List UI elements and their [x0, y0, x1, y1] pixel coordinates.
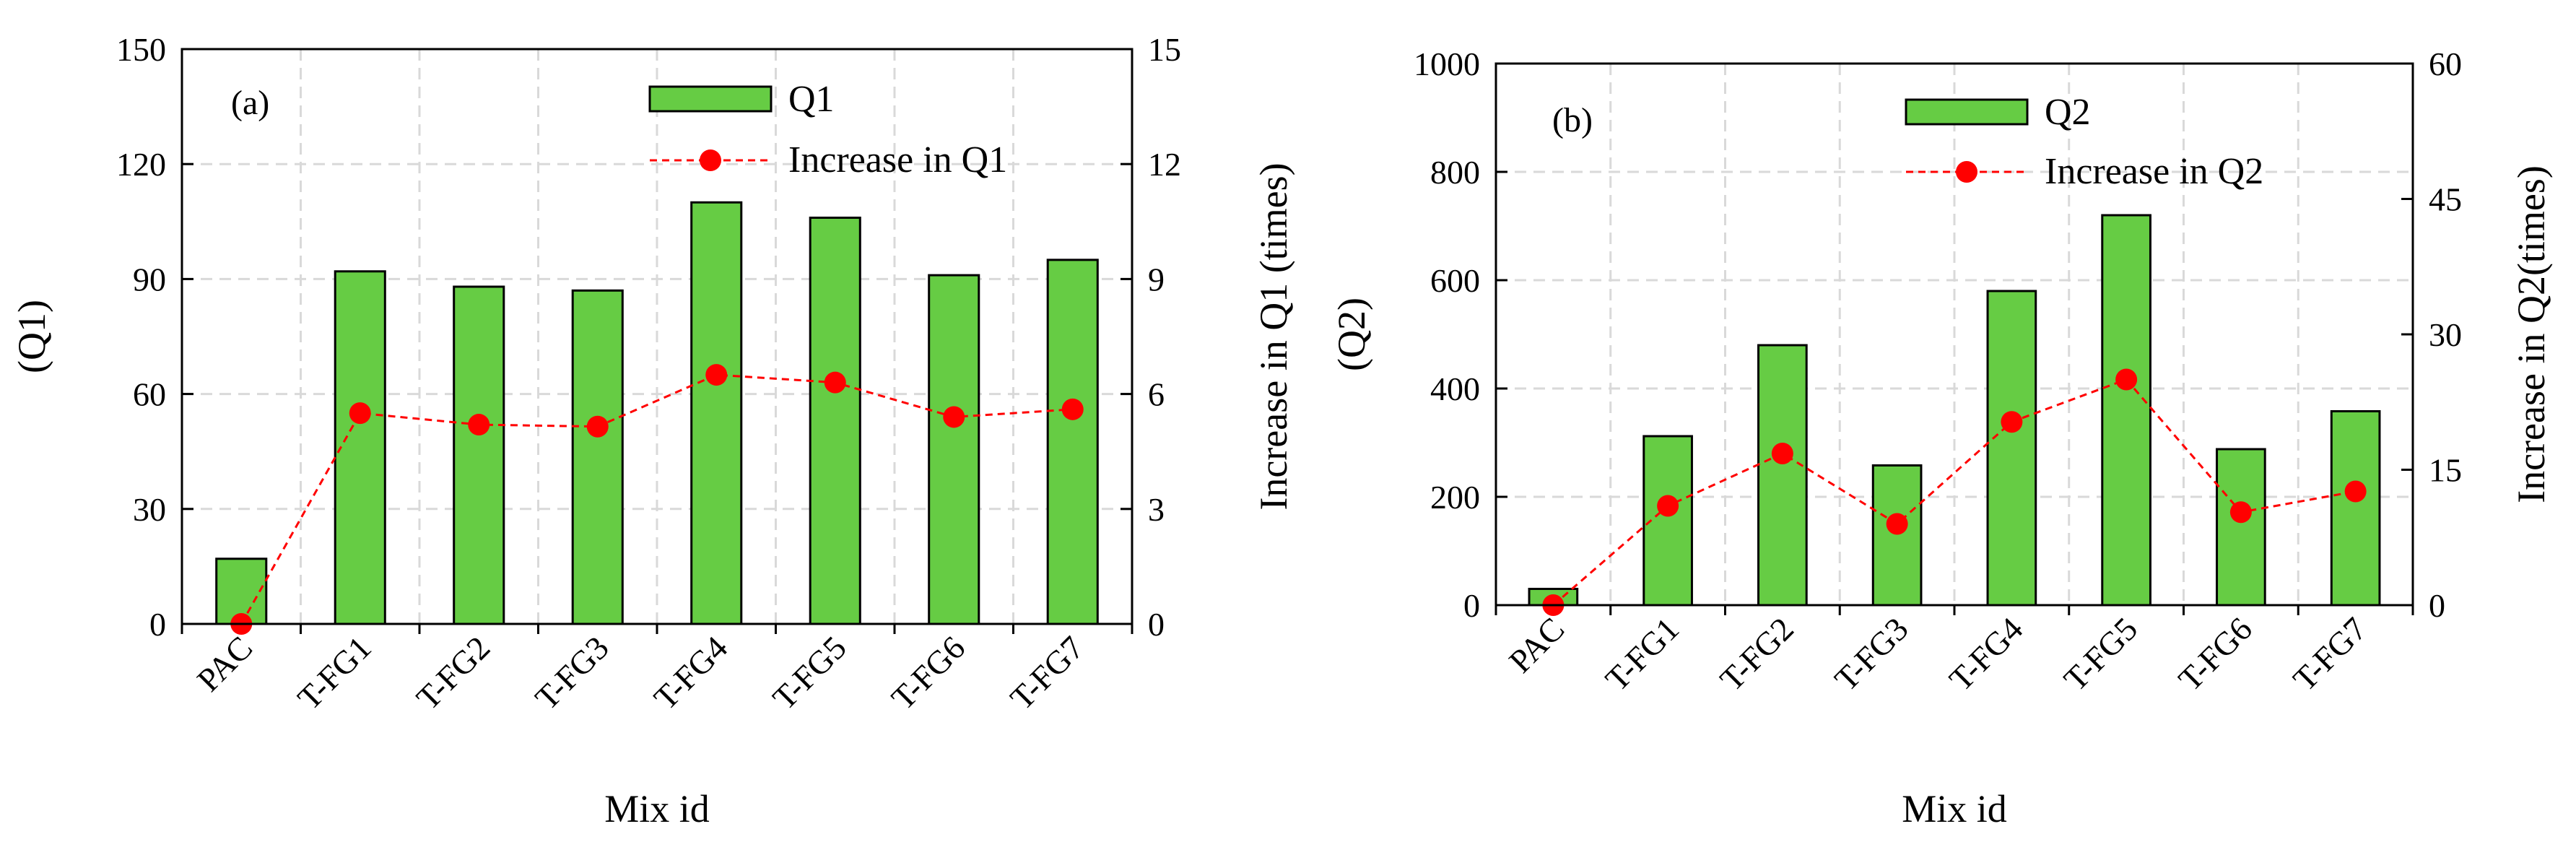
panel-a-right-tick-label: 6: [1148, 376, 1165, 413]
panel-a-legend-bar-swatch: [648, 85, 773, 113]
panel-b-category-label: T-FG7: [2286, 610, 2374, 698]
panel-b-bar-T-FG5: [2101, 214, 2151, 607]
panel-a-bar-T-FG1: [334, 270, 386, 625]
panel-a-increase-point-T-FG1: [349, 402, 371, 425]
panel-b-legend-line-marker: [1956, 161, 1977, 183]
panel-b-right-tick-label: 60: [2429, 45, 2462, 82]
panel-b-left-tick-label: 600: [1430, 262, 1480, 299]
panel-a-bar-T-FG6: [928, 274, 980, 625]
panel-a-category-label: T-FG7: [1003, 629, 1091, 717]
panel-b-left-tick-label: 1000: [1414, 45, 1480, 82]
panel-b-bar-T-FG6: [2216, 448, 2266, 607]
panel-b-category-label: T-FG1: [1598, 610, 1687, 698]
panel-b-right-tick-label: 15: [2429, 452, 2462, 489]
panel-b-left-tick-label: 400: [1430, 370, 1480, 407]
panel-b-left-tick-label: 800: [1430, 154, 1480, 191]
panel-a-x-axis-title: Mix id: [604, 787, 710, 830]
panel-b-increase-point-T-FG4: [2001, 411, 2023, 433]
panel-a-category-label: T-FG4: [647, 629, 735, 717]
panel-a-increase-point-T-FG5: [824, 371, 846, 394]
panel-b-legend-bar-label: Q2: [2045, 92, 2091, 133]
panel-a-y2-axis-title: Increase in Q1 (times): [1252, 162, 1295, 510]
panel-b-legend-bar-swatch: [1905, 98, 2029, 126]
panel-a-legend-line-marker: [700, 149, 721, 171]
panel-a-left-tick-label: 90: [133, 261, 166, 298]
panel-a-left-tick-label: 120: [116, 146, 166, 183]
panel-a-increase-point-T-FG3: [586, 415, 609, 438]
panel-a-category-label: T-FG2: [409, 629, 497, 717]
panel-b-category-label: T-FG4: [1942, 610, 2030, 698]
panel-a-left-tick-label: 60: [133, 376, 166, 413]
panel-a-increase-line: [240, 373, 1073, 625]
panel-b-increase-point-T-FG3: [1886, 513, 1908, 535]
panel-b-increase-point-T-FG6: [2229, 501, 2252, 524]
panel-a-category-label: T-FG5: [765, 629, 853, 717]
panel-b-category-label: T-FG5: [2057, 610, 2145, 698]
panel-a-right-tick-label: 3: [1148, 491, 1165, 528]
panel-b-category-label: PAC: [1502, 610, 1571, 680]
panel-a-increase-point-T-FG2: [468, 414, 490, 436]
panel-a-increase-point-T-FG6: [943, 406, 965, 428]
panel-a-bar-T-FG4: [690, 201, 743, 625]
panel-a-increase-point-T-FG7: [1061, 398, 1084, 420]
panel-b-left-tick-label: 200: [1430, 479, 1480, 516]
panel-a-category-label: T-FG1: [290, 629, 378, 717]
panel-b-right-tick-label: 45: [2429, 181, 2462, 218]
panel-b-category-label: T-FG3: [1827, 610, 1915, 698]
panel-a-bar-T-FG7: [1046, 259, 1099, 625]
panel-a-bar-PAC: [215, 557, 268, 625]
panel-a-increase-point-T-FG4: [705, 364, 728, 386]
panel-b-increase-point-T-FG1: [1657, 495, 1679, 517]
panel-b-bar-T-FG7: [2330, 410, 2381, 607]
panel-a-right-tick-label: 0: [1148, 606, 1165, 643]
panel-a-left-tick-label: 30: [133, 491, 166, 528]
panel-b-left-tick-label: 0: [1463, 587, 1480, 624]
panel-a-right-tick-label: 12: [1148, 146, 1181, 183]
panel-a-legend-bar-label: Q1: [788, 79, 835, 120]
panel-a-bar-T-FG5: [809, 216, 861, 625]
panel-b-category-label: T-FG6: [2171, 610, 2259, 698]
panel-b-y-axis-title: (Q2): [1330, 298, 1373, 371]
panel-b-panel-label: (b): [1552, 101, 1593, 139]
panel-a-left-tick-label: 150: [116, 31, 166, 68]
panel-b-bar-T-FG4: [1986, 290, 2037, 607]
panel-a-category-label: T-FG6: [884, 629, 972, 717]
panel-a-left-tick-label: 0: [149, 606, 166, 643]
panel-a-panel-label: (a): [231, 84, 269, 122]
panel-b-x-axis-title: Mix id: [1902, 787, 2007, 830]
panel-a-bar-T-FG3: [571, 289, 624, 625]
panel-b-right-tick-label: 30: [2429, 316, 2462, 353]
panel-a-category-label: PAC: [190, 629, 259, 698]
panel-b-increase-point-T-FG7: [2344, 480, 2367, 503]
panel-a-legend-line-label: Increase in Q1: [788, 139, 1007, 181]
panel-a-category-label: T-FG3: [528, 629, 616, 717]
panel-a-right-tick-label: 9: [1148, 261, 1165, 298]
panel-b-category-label: T-FG2: [1713, 610, 1801, 698]
panel-b-increase-point-T-FG5: [2115, 368, 2138, 391]
panel-b-legend-line-label: Increase in Q2: [2045, 151, 2263, 192]
panel-b-bar-T-FG2: [1757, 344, 1808, 607]
panel-b-right-tick-label: 0: [2429, 587, 2445, 624]
panel-a-bar-T-FG2: [453, 285, 505, 625]
panel-a-y-axis-title: (Q1): [10, 300, 53, 373]
panel-b-increase-line: [1552, 378, 2356, 607]
panel-b-bar-T-FG3: [1871, 464, 1923, 607]
panel-b-y2-axis-title: Increase in Q2(times): [2510, 165, 2553, 503]
panel-a-right-tick-label: 15: [1148, 31, 1181, 68]
panel-b-increase-point-T-FG2: [1771, 443, 1793, 464]
